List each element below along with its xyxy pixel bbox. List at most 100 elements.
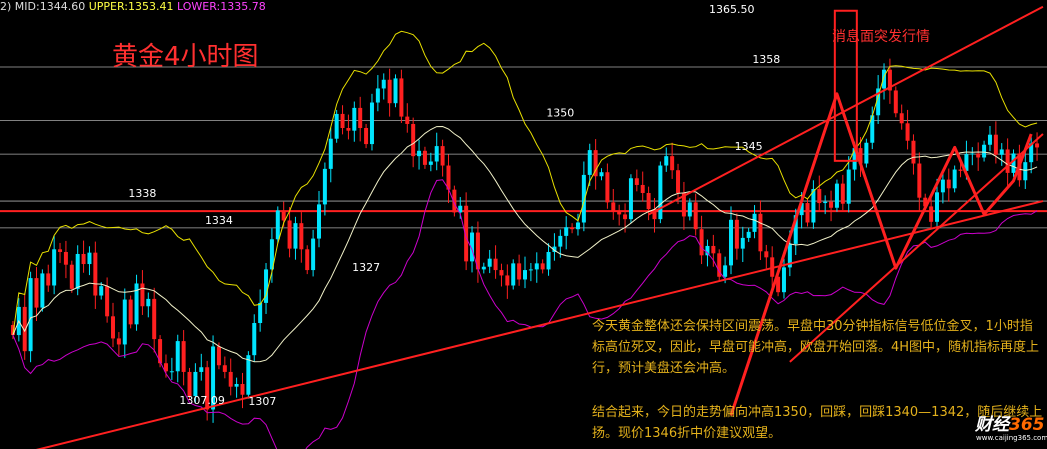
header-mid: MID:1344.60 — [14, 0, 86, 13]
candle-body — [652, 209, 657, 220]
candle-body — [405, 116, 410, 124]
candle-body — [246, 355, 251, 395]
candle-body — [1023, 162, 1028, 181]
news-spike-box — [833, 9, 858, 162]
price-level-label: 1334 — [205, 214, 233, 227]
candle-body — [446, 165, 451, 190]
candle-body — [240, 383, 245, 395]
candle-body — [575, 222, 580, 230]
candle-body — [946, 179, 951, 189]
candle-body — [122, 299, 127, 345]
candle-body — [470, 232, 475, 262]
candle-body — [840, 183, 845, 204]
candle-body — [216, 346, 221, 366]
candle-body — [593, 150, 598, 177]
candle-body — [422, 150, 427, 165]
bollinger-upper-band — [12, 30, 1038, 336]
candle-body — [711, 245, 716, 254]
commentary-paragraph-2: 结合起来，今日的走势偏向冲高1350，回踩，回踩1340—1342，随后继续上扬… — [592, 405, 1043, 441]
candle-body — [281, 210, 286, 221]
candle-body — [681, 193, 686, 217]
candle-body — [293, 223, 298, 249]
candle-body — [169, 371, 174, 373]
candle-body — [181, 341, 186, 372]
commentary-paragraph-1: 今天黄金整体还会保持区间震荡。早盘中30分钟指标信号低位金叉，1小时指标高位死叉… — [592, 319, 1040, 376]
candle-body — [40, 273, 45, 308]
candle-body — [887, 69, 892, 91]
candle-body — [93, 252, 98, 296]
candle-body — [864, 142, 869, 164]
candle-body — [705, 245, 710, 256]
indicator-header: 2) MID:1344.60 UPPER:1353.41 LOWER:1335.… — [0, 0, 266, 13]
candle-body — [452, 189, 457, 213]
candle-body — [317, 204, 321, 239]
price-mark-label: 1327 — [352, 261, 380, 274]
candle-body — [387, 79, 392, 104]
candle-body — [128, 299, 133, 325]
candle-body — [699, 229, 704, 256]
candle-body — [311, 238, 316, 271]
candle-body — [752, 213, 757, 232]
candle-body — [440, 146, 445, 166]
price-level-label: 1358 — [752, 53, 780, 66]
candle-body — [734, 219, 739, 249]
price-level-label: 1345 — [735, 140, 763, 153]
candle-body — [140, 283, 145, 307]
candle-body — [829, 201, 834, 208]
candle-body — [222, 365, 227, 372]
candle-body — [546, 251, 551, 270]
candle-body — [581, 174, 586, 223]
candle-body — [364, 127, 369, 145]
candle-body — [464, 205, 469, 262]
candle-body — [993, 134, 998, 155]
header-upper: UPPER:1353.41 — [88, 0, 174, 13]
trend-channel-lower — [35, 200, 1044, 449]
candle-body — [493, 258, 498, 271]
candle-body — [628, 178, 633, 220]
candle-body — [428, 161, 433, 165]
candle-body — [670, 156, 675, 171]
candle-body — [258, 302, 263, 324]
logo-text-a: 财经 — [975, 415, 1009, 435]
candle-body — [599, 172, 604, 177]
candle-body — [63, 251, 68, 265]
candle-body — [322, 168, 327, 205]
candle-body — [793, 215, 798, 244]
candle-body — [976, 153, 981, 158]
candle-body — [10, 325, 15, 336]
candle-body — [499, 270, 504, 276]
candle-body — [634, 178, 639, 185]
candle-body — [664, 156, 669, 166]
candle-body — [211, 346, 216, 410]
candle-body — [1005, 149, 1010, 173]
candle-body — [346, 127, 351, 131]
candle-body — [987, 134, 992, 145]
candle-body — [787, 243, 792, 268]
candle-body — [917, 163, 922, 198]
candle-body — [570, 227, 575, 230]
candle-body — [417, 150, 422, 157]
header-prefix: 2) — [0, 0, 12, 13]
price-mark-label: 1365.50 — [709, 3, 755, 16]
candle-body — [81, 253, 86, 265]
candle-body — [687, 202, 692, 217]
candle-body — [252, 323, 257, 356]
candle-body — [952, 169, 957, 189]
candle-body — [175, 341, 180, 372]
candle-body — [817, 188, 822, 204]
candle-body — [158, 339, 163, 364]
candle-body — [740, 237, 745, 249]
candle-body — [1029, 143, 1034, 163]
candle-body — [505, 275, 510, 286]
candle-body — [676, 170, 681, 194]
candle-body — [558, 235, 563, 247]
candle-body — [923, 197, 928, 207]
candle-body — [481, 266, 486, 270]
candle-body — [605, 172, 610, 203]
candle-body — [823, 201, 828, 204]
candle-body — [858, 148, 863, 164]
candle-body — [911, 140, 916, 164]
candle-body — [723, 265, 728, 277]
candle-body — [811, 188, 816, 223]
